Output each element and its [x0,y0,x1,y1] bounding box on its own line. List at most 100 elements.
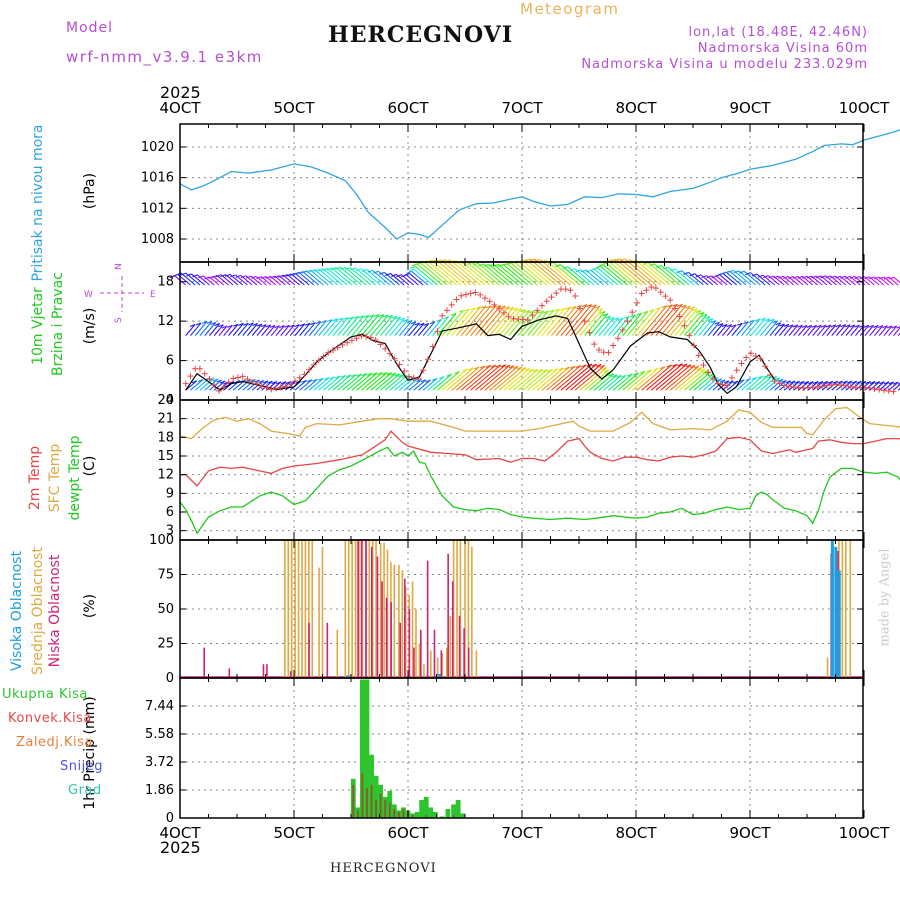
dewpt-line [179,446,900,535]
wind-barb [508,368,535,391]
lonlat-label: lon,lat (18.48E, 42.46N) [688,25,868,40]
wind-barb [489,365,519,391]
wind-barb [274,275,286,286]
wind-barb-flag [337,317,344,321]
wind-barb-flag [305,269,311,273]
wind-barb [213,324,224,336]
wind-barb-flag [653,367,659,371]
wind-barb [608,374,627,391]
wind-barb-flag [590,304,597,308]
wind-barb [840,324,851,336]
wind-barb-flag [676,303,683,307]
wind-speed-marker [724,382,731,389]
wind-speed-marker [671,305,678,312]
wind-barb [313,320,327,336]
wind-speed-marker [719,381,726,388]
wind-barb [726,324,737,336]
wind-barb [355,267,377,286]
wind-barb [707,321,720,336]
wind-barb-flag [396,274,402,278]
wind-barb [423,261,453,286]
wind-barb-flag [772,320,778,324]
wind-barb [275,325,285,336]
wind-barb [308,377,324,391]
model-elevation-label: Nadmorska Visina u modelu 233.029m [581,57,868,72]
wind-speed-marker [633,299,640,306]
wind-barb-flag [827,380,833,384]
wind-barb-flag [235,274,241,278]
wind-speed-marker [424,356,431,363]
wind-barb [650,363,683,391]
compass-n: N [114,263,124,270]
wind-barb [845,380,857,391]
wind-barb-flag [797,324,803,328]
wind-speed-marker [410,374,417,381]
wind-barb [294,272,310,286]
y-tick-label: 9 [166,486,174,501]
wind-speed-marker [206,375,213,382]
wind-barb [294,323,306,336]
wind-barb-flag [677,363,683,367]
wind-barb [285,324,295,336]
wind-barb-flag [480,305,487,309]
wind-barb-flag [201,320,208,324]
wind-barb-flag [581,304,588,308]
wind-speed-marker [771,378,778,385]
wind-barb [313,377,330,391]
precip-total-bar [460,813,466,818]
wind-barb [503,309,527,336]
wind-barb [831,324,842,336]
wind-barb-flag [751,273,758,277]
wind-barb-flag [520,367,527,371]
wind-barb-flag [463,308,470,312]
wind-barb-flag [849,275,855,279]
wind-barb-flag [855,380,862,384]
wind-barb-flag [842,380,848,384]
wind-barb-flag [215,274,222,278]
wind-barb [726,380,739,391]
wind-barb [484,306,510,336]
wind-barb-flag [214,322,220,327]
wind-barb [627,311,649,336]
wind-barb [717,324,728,336]
wind-barb-flag [792,275,798,279]
wind-speed-marker [443,307,450,314]
wind-barb-flag [597,308,603,312]
wind-barb [688,272,704,286]
wind-barb-flag [806,275,812,279]
precip-conv-bar [352,784,355,818]
wind-barb [266,324,276,336]
legend-snow: Snijeg [60,759,103,774]
wind-barb [331,267,353,286]
wind-barb [203,275,215,286]
wind-barb-flag [873,324,879,328]
wind-barb [608,317,624,336]
wind-barb [209,276,220,286]
wind-barb-flag [508,365,515,369]
wind-barb [460,305,487,336]
wind-barb [836,324,847,336]
wind-barb-flag [538,310,544,314]
precip-conv-bar [361,772,364,818]
wind-speed-marker [282,383,289,390]
wind-barb [199,377,215,391]
wind-barb [612,373,633,391]
wind-barb [555,364,587,391]
wind-barb-flag [754,318,761,322]
wind-barb-flag [869,381,876,385]
precip-conv-bar [397,811,400,818]
wind-barb-flag [683,271,689,275]
wind-barb [615,258,647,286]
wind-barb-flag [512,365,519,369]
elevation-label: Nadmorska Visina 60m [697,41,868,56]
wind-barb [850,324,860,336]
wind-barb [608,261,638,286]
wind-barb [389,375,408,391]
wind-barb-flag [537,368,544,372]
wind-speed-marker [230,375,237,382]
wind-speed-marker [776,380,783,387]
wind-barb-flag [706,275,712,279]
wind-barb-flag [315,321,322,325]
wind-barb [522,369,548,391]
wind-barb [560,363,593,391]
